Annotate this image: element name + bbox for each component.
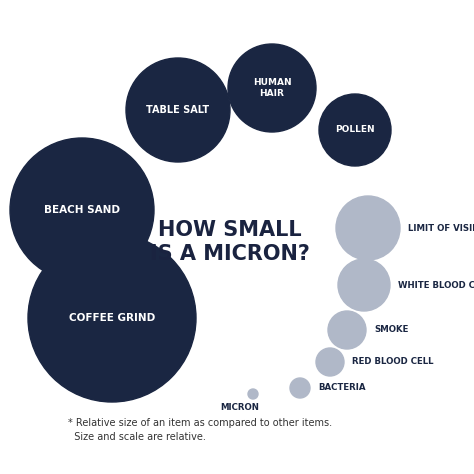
Text: POLLEN: POLLEN <box>335 126 375 135</box>
Text: RED BLOOD CELL: RED BLOOD CELL <box>352 357 434 366</box>
Text: SMOKE: SMOKE <box>374 326 409 335</box>
Circle shape <box>319 94 391 166</box>
Circle shape <box>328 311 366 349</box>
Circle shape <box>338 259 390 311</box>
Circle shape <box>316 348 344 376</box>
Circle shape <box>290 378 310 398</box>
Text: HOW SMALL
IS A MICRON?: HOW SMALL IS A MICRON? <box>150 220 310 264</box>
Circle shape <box>126 58 230 162</box>
Text: WHITE BLOOD CELL: WHITE BLOOD CELL <box>398 281 474 290</box>
Circle shape <box>10 138 154 282</box>
Text: MICRON: MICRON <box>220 403 259 412</box>
Text: HUMAN
HAIR: HUMAN HAIR <box>253 78 292 98</box>
Text: BEACH SAND: BEACH SAND <box>44 205 120 215</box>
Text: TABLE SALT: TABLE SALT <box>146 105 210 115</box>
Text: COFFEE GRIND: COFFEE GRIND <box>69 313 155 323</box>
Text: * Relative size of an item as compared to other items.
  Size and scale are rela: * Relative size of an item as compared t… <box>68 418 332 442</box>
Text: BACTERIA: BACTERIA <box>318 383 365 392</box>
Circle shape <box>228 44 316 132</box>
Circle shape <box>248 389 258 399</box>
Text: LIMIT OF VISIBILITY: LIMIT OF VISIBILITY <box>408 224 474 233</box>
Circle shape <box>28 234 196 402</box>
Circle shape <box>336 196 400 260</box>
